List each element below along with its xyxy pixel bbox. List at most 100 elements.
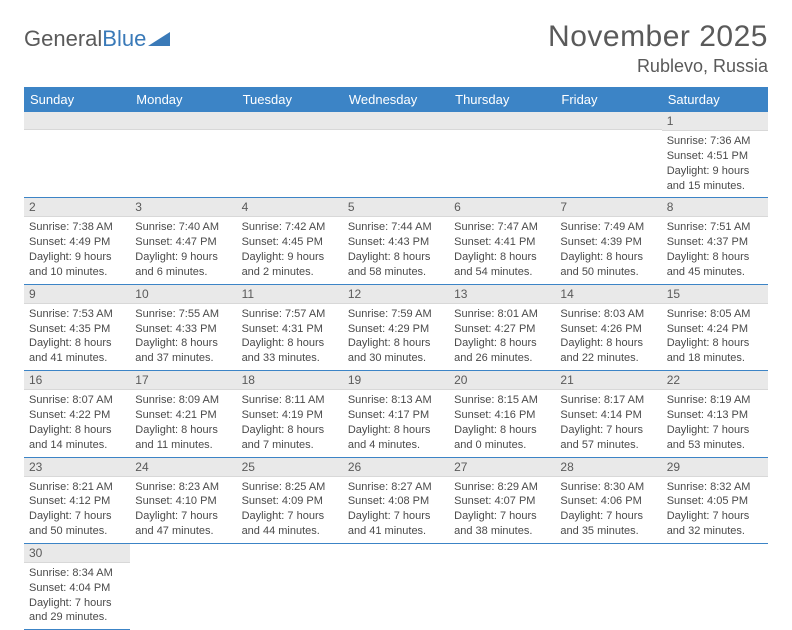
sunrise-text: Sunrise: 8:25 AM	[242, 480, 338, 495]
calendar-cell	[24, 112, 130, 198]
day-number: 29	[662, 458, 768, 477]
sunrise-text: Sunrise: 7:42 AM	[242, 220, 338, 235]
day-number: 7	[555, 198, 661, 217]
daylight-line2: and 47 minutes.	[135, 524, 231, 539]
calendar-cell	[662, 543, 768, 629]
day-header: Tuesday	[237, 87, 343, 112]
day-body: Sunrise: 7:49 AMSunset: 4:39 PMDaylight:…	[555, 217, 661, 283]
daylight-line2: and 4 minutes.	[348, 438, 444, 453]
sunset-text: Sunset: 4:05 PM	[667, 494, 763, 509]
sunset-text: Sunset: 4:19 PM	[242, 408, 338, 423]
day-number: 28	[555, 458, 661, 477]
day-body: Sunrise: 7:47 AMSunset: 4:41 PMDaylight:…	[449, 217, 555, 283]
day-number: 9	[24, 285, 130, 304]
day-header: Sunday	[24, 87, 130, 112]
sunrise-text: Sunrise: 7:36 AM	[667, 134, 763, 149]
calendar-cell: 6Sunrise: 7:47 AMSunset: 4:41 PMDaylight…	[449, 198, 555, 284]
sunrise-text: Sunrise: 7:55 AM	[135, 307, 231, 322]
sunset-text: Sunset: 4:31 PM	[242, 322, 338, 337]
calendar-cell: 11Sunrise: 7:57 AMSunset: 4:31 PMDayligh…	[237, 284, 343, 370]
calendar-cell	[343, 112, 449, 198]
sunrise-text: Sunrise: 7:49 AM	[560, 220, 656, 235]
daylight-line1: Daylight: 7 hours	[29, 509, 125, 524]
daylight-line2: and 22 minutes.	[560, 351, 656, 366]
calendar-cell	[237, 112, 343, 198]
calendar-week: 1Sunrise: 7:36 AMSunset: 4:51 PMDaylight…	[24, 112, 768, 198]
daylight-line1: Daylight: 8 hours	[135, 423, 231, 438]
day-body: Sunrise: 8:17 AMSunset: 4:14 PMDaylight:…	[555, 390, 661, 456]
day-number: 16	[24, 371, 130, 390]
sunset-text: Sunset: 4:09 PM	[242, 494, 338, 509]
calendar-table: SundayMondayTuesdayWednesdayThursdayFrid…	[24, 87, 768, 630]
sunset-text: Sunset: 4:16 PM	[454, 408, 550, 423]
daylight-line2: and 0 minutes.	[454, 438, 550, 453]
day-body: Sunrise: 8:11 AMSunset: 4:19 PMDaylight:…	[237, 390, 343, 456]
sunset-text: Sunset: 4:10 PM	[135, 494, 231, 509]
day-body: Sunrise: 8:32 AMSunset: 4:05 PMDaylight:…	[662, 477, 768, 543]
calendar-cell: 29Sunrise: 8:32 AMSunset: 4:05 PMDayligh…	[662, 457, 768, 543]
calendar-cell: 20Sunrise: 8:15 AMSunset: 4:16 PMDayligh…	[449, 371, 555, 457]
daylight-line2: and 18 minutes.	[667, 351, 763, 366]
sunrise-text: Sunrise: 8:21 AM	[29, 480, 125, 495]
day-body: Sunrise: 7:44 AMSunset: 4:43 PMDaylight:…	[343, 217, 449, 283]
day-header: Friday	[555, 87, 661, 112]
daynum-bar-empty	[555, 112, 661, 130]
daylight-line1: Daylight: 8 hours	[348, 336, 444, 351]
day-body: Sunrise: 7:51 AMSunset: 4:37 PMDaylight:…	[662, 217, 768, 283]
calendar-cell: 25Sunrise: 8:25 AMSunset: 4:09 PMDayligh…	[237, 457, 343, 543]
daylight-line1: Daylight: 8 hours	[560, 336, 656, 351]
daylight-line2: and 50 minutes.	[560, 265, 656, 280]
logo-text-a: General	[24, 26, 102, 52]
daynum-bar-empty	[237, 112, 343, 130]
daylight-line1: Daylight: 9 hours	[135, 250, 231, 265]
day-body: Sunrise: 7:59 AMSunset: 4:29 PMDaylight:…	[343, 304, 449, 370]
daylight-line1: Daylight: 7 hours	[667, 423, 763, 438]
calendar-cell: 9Sunrise: 7:53 AMSunset: 4:35 PMDaylight…	[24, 284, 130, 370]
title-block: November 2025 Rublevo, Russia	[548, 20, 768, 77]
calendar-body: 1Sunrise: 7:36 AMSunset: 4:51 PMDaylight…	[24, 112, 768, 630]
sunset-text: Sunset: 4:17 PM	[348, 408, 444, 423]
sunset-text: Sunset: 4:49 PM	[29, 235, 125, 250]
daylight-line2: and 53 minutes.	[667, 438, 763, 453]
day-body: Sunrise: 8:25 AMSunset: 4:09 PMDaylight:…	[237, 477, 343, 543]
calendar-cell	[555, 112, 661, 198]
calendar-cell: 24Sunrise: 8:23 AMSunset: 4:10 PMDayligh…	[130, 457, 236, 543]
calendar-cell: 3Sunrise: 7:40 AMSunset: 4:47 PMDaylight…	[130, 198, 236, 284]
daylight-line2: and 7 minutes.	[242, 438, 338, 453]
sunrise-text: Sunrise: 7:57 AM	[242, 307, 338, 322]
day-number: 22	[662, 371, 768, 390]
calendar-cell	[237, 543, 343, 629]
daylight-line2: and 45 minutes.	[667, 265, 763, 280]
calendar-cell: 14Sunrise: 8:03 AMSunset: 4:26 PMDayligh…	[555, 284, 661, 370]
calendar-cell: 30Sunrise: 8:34 AMSunset: 4:04 PMDayligh…	[24, 543, 130, 629]
daylight-line1: Daylight: 7 hours	[560, 423, 656, 438]
daylight-line2: and 54 minutes.	[454, 265, 550, 280]
daylight-line1: Daylight: 7 hours	[135, 509, 231, 524]
sunrise-text: Sunrise: 7:51 AM	[667, 220, 763, 235]
sunset-text: Sunset: 4:14 PM	[560, 408, 656, 423]
location: Rublevo, Russia	[548, 56, 768, 77]
daylight-line2: and 2 minutes.	[242, 265, 338, 280]
calendar-head: SundayMondayTuesdayWednesdayThursdayFrid…	[24, 87, 768, 112]
calendar-cell: 28Sunrise: 8:30 AMSunset: 4:06 PMDayligh…	[555, 457, 661, 543]
sunrise-text: Sunrise: 8:11 AM	[242, 393, 338, 408]
calendar-cell: 26Sunrise: 8:27 AMSunset: 4:08 PMDayligh…	[343, 457, 449, 543]
sunset-text: Sunset: 4:51 PM	[667, 149, 763, 164]
day-number: 25	[237, 458, 343, 477]
daylight-line1: Daylight: 8 hours	[667, 336, 763, 351]
daylight-line2: and 38 minutes.	[454, 524, 550, 539]
sunset-text: Sunset: 4:41 PM	[454, 235, 550, 250]
sunset-text: Sunset: 4:06 PM	[560, 494, 656, 509]
sunset-text: Sunset: 4:29 PM	[348, 322, 444, 337]
daylight-line2: and 57 minutes.	[560, 438, 656, 453]
daylight-line1: Daylight: 8 hours	[242, 336, 338, 351]
daylight-line2: and 50 minutes.	[29, 524, 125, 539]
daylight-line1: Daylight: 8 hours	[348, 423, 444, 438]
day-number: 12	[343, 285, 449, 304]
sunset-text: Sunset: 4:26 PM	[560, 322, 656, 337]
calendar-cell: 18Sunrise: 8:11 AMSunset: 4:19 PMDayligh…	[237, 371, 343, 457]
daylight-line1: Daylight: 7 hours	[29, 596, 125, 611]
sunrise-text: Sunrise: 8:19 AM	[667, 393, 763, 408]
day-number: 17	[130, 371, 236, 390]
calendar-cell	[343, 543, 449, 629]
